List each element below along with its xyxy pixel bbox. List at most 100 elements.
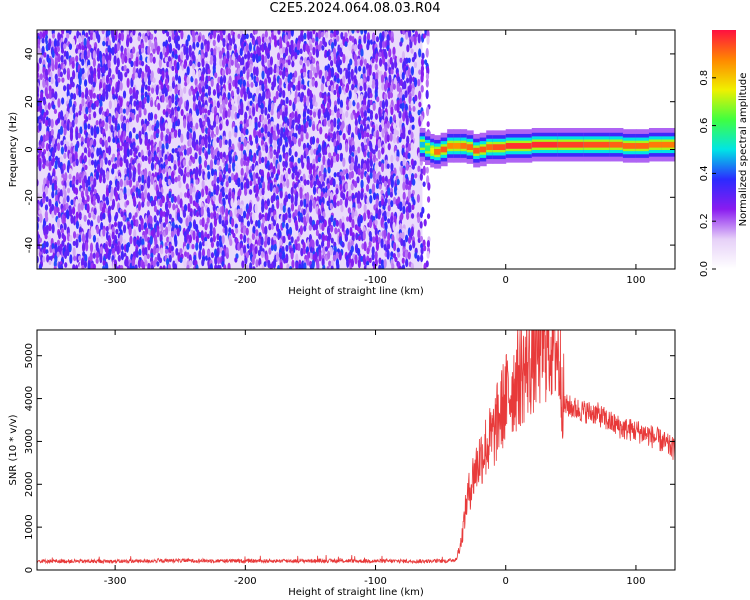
heatmap-noise-blob [179,89,183,99]
heatmap-noise-blob [406,211,410,220]
heatmap-noise-blob [48,161,52,172]
heatmap-noise-blob [135,59,139,67]
heatmap-x-tick-label: 0 [503,275,509,286]
heatmap-noise-blob [212,39,216,47]
heatmap-noise-blob [146,253,150,260]
heatmap-noise-blob [102,265,106,269]
heatmap-noise-blob [405,183,409,191]
heatmap-noise-blob [201,217,205,228]
heatmap-noise-blob [350,239,354,247]
heatmap-noise-blob [318,70,322,79]
heatmap-noise-blob [399,57,403,63]
heatmap-noise-blob [119,81,123,91]
heatmap-noise-blob [422,33,426,39]
heatmap-noise-blob [312,46,316,56]
heatmap-noise-blob [363,82,367,92]
heatmap-noise-blob [316,261,320,269]
heatmap-noise-blob [347,241,351,251]
heatmap-noise-blob [207,135,211,144]
heatmap-noise-blob [219,123,223,131]
heatmap-noise-blob [293,136,297,145]
heatmap-noise-blob [164,159,169,166]
heatmap-noise-blob [84,253,88,263]
heatmap-noise-blob [183,75,188,82]
heatmap-noise-blob [96,147,100,157]
heatmap-noise-blob [378,264,382,269]
heatmap-noise-blob [92,103,96,110]
heatmap-noise-blob [282,160,286,168]
heatmap-noise-blob [59,125,64,136]
heatmap-noise-blob [372,102,376,111]
heatmap-noise-blob [167,35,172,43]
heatmap-noise-blob [198,54,202,63]
heatmap-noise-blob [275,173,279,181]
heatmap-noise-blob [423,245,427,252]
heatmap-noise-blob [127,188,131,197]
heatmap-noise-blob [161,94,165,103]
heatmap-noise-blob [266,198,270,207]
heatmap-noise-blob [363,137,367,144]
colorbar-tick-label: 0.8 [699,70,710,86]
heatmap-noise-blob [56,39,60,49]
heatmap-noise-blob [329,191,334,201]
heatmap-noise-blob [126,68,130,74]
heatmap-noise-blob [172,203,176,211]
heatmap-noise-blob [240,174,244,185]
heatmap-noise-blob [144,155,148,162]
heatmap-noise-blob [348,195,352,202]
heatmap-noise-blob [195,210,200,218]
heatmap-noise-blob [171,65,175,72]
heatmap-noise-blob [275,186,279,195]
heatmap-noise-blob [326,265,330,269]
heatmap-noise-blob [168,47,173,54]
heatmap-noise-blob [372,149,376,155]
heatmap-noise-blob [356,176,360,184]
heatmap-noise-blob [55,194,59,204]
heatmap-noise-blob [398,265,403,269]
heatmap-noise-blob [348,154,352,165]
heatmap-noise-blob [334,227,338,235]
heatmap-noise-blob [50,159,55,167]
heatmap-noise-blob [194,152,198,160]
heatmap-noise-blob [45,196,49,203]
heatmap-noise-blob [390,106,394,116]
heatmap-noise-blob [246,183,250,190]
heatmap-noise-blob [88,158,92,167]
heatmap-noise-blob [92,234,97,243]
heatmap-noise-blob [371,185,375,195]
heatmap-noise-blob [134,72,138,79]
heatmap-noise-blob [387,187,391,196]
heatmap-noise-blob [251,256,255,266]
heatmap-noise-blob [195,179,199,185]
heatmap-noise-blob [338,59,342,66]
heatmap-noise-blob [390,68,394,75]
heatmap-noise-blob [363,58,367,67]
heatmap-noise-blob [340,32,344,40]
heatmap-noise-blob [104,207,109,214]
heatmap-noise-blob [362,162,367,170]
heatmap-noise-blob [90,220,94,228]
heatmap-noise-blob [170,127,175,133]
heatmap-noise-blob [159,149,163,159]
heatmap-noise-blob [413,160,417,166]
heatmap-noise-blob [392,241,397,252]
snr-y-tick-label: 3000 [24,429,35,454]
heatmap-noise-blob [209,229,213,237]
heatmap-noise-blob [75,55,79,63]
heatmap-noise-blob [248,202,253,213]
heatmap-noise-blob [171,132,175,139]
heatmap-noise-blob [115,66,119,75]
heatmap-noise-blob [413,61,418,69]
heatmap-noise-blob [366,75,370,82]
heatmap-noise-blob [270,102,275,111]
heatmap-noise-blob [135,219,139,228]
heatmap-noise-blob [322,264,326,269]
heatmap-noise-blob [273,139,277,149]
heatmap-noise-blob [305,213,310,224]
heatmap-noise-blob [317,156,321,163]
heatmap-noise-blob [314,223,319,231]
heatmap-noise-blob [38,263,42,269]
heatmap-noise-blob [174,53,178,60]
heatmap-noise-blob [419,235,424,242]
heatmap-noise-blob [312,199,316,209]
